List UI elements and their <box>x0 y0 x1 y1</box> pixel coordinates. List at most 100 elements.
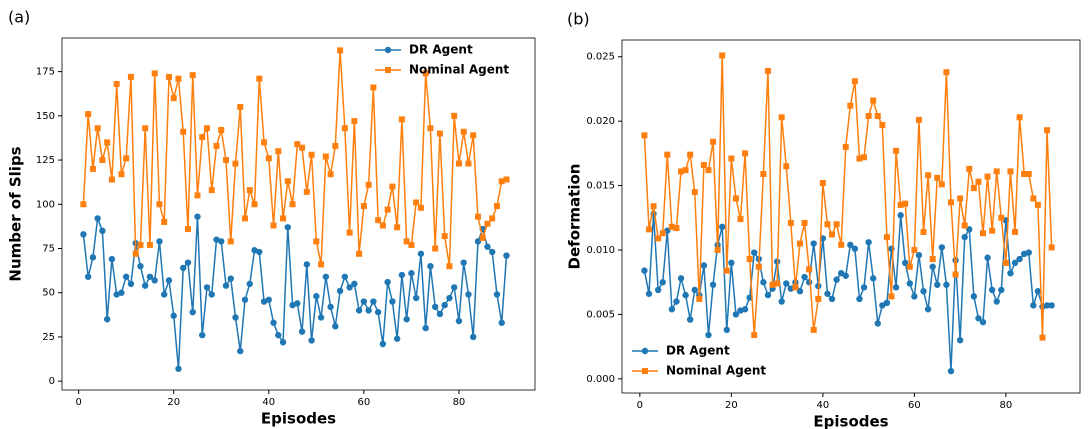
data-point <box>938 181 945 188</box>
data-point <box>151 70 158 77</box>
data-point <box>218 238 225 245</box>
data-point <box>710 138 717 145</box>
plot-frame <box>61 37 536 391</box>
data-point <box>365 181 372 188</box>
data-point <box>691 189 698 196</box>
data-point <box>108 176 115 183</box>
y-axis-title: Number of Slips <box>7 146 25 281</box>
data-point <box>824 290 831 297</box>
data-point <box>778 298 785 305</box>
data-point <box>828 295 836 303</box>
data-point <box>792 284 799 291</box>
data-point <box>650 203 657 210</box>
data-point <box>412 294 420 302</box>
data-point <box>787 219 794 226</box>
data-point <box>751 332 758 339</box>
data-point <box>673 225 680 232</box>
data-point <box>417 250 425 257</box>
data-point <box>336 287 344 295</box>
y-tick-label: 100 <box>36 199 55 210</box>
x-tick-label: 20 <box>725 400 738 411</box>
data-point <box>1030 302 1037 309</box>
data-point <box>356 250 363 257</box>
data-point <box>984 173 991 180</box>
data-point <box>924 306 932 313</box>
data-point <box>284 224 292 231</box>
y-tick-label: 75 <box>42 243 55 254</box>
data-point <box>436 130 443 137</box>
data-point <box>906 263 913 270</box>
data-point <box>246 187 253 194</box>
data-point <box>189 72 196 79</box>
data-point <box>165 73 172 80</box>
data-point <box>360 298 368 305</box>
data-point <box>682 167 689 174</box>
data-point <box>783 280 790 287</box>
data-point <box>838 241 845 248</box>
data-point <box>705 331 712 339</box>
data-point <box>970 185 977 192</box>
data-point <box>275 331 282 339</box>
panel-label: (b) <box>567 10 590 29</box>
data-point <box>313 238 320 245</box>
data-point <box>732 311 740 318</box>
legend-label: Nominal Agent <box>666 364 766 378</box>
data-point <box>484 243 491 250</box>
x-tick-label: 40 <box>262 397 275 408</box>
data-point <box>479 234 486 241</box>
data-point <box>379 222 386 229</box>
legend-label: DR Agent <box>666 344 730 358</box>
data-point <box>351 118 358 125</box>
data-point <box>493 291 501 298</box>
data-point <box>289 201 296 208</box>
legend-marker <box>384 46 392 54</box>
data-point <box>322 153 329 160</box>
data-point <box>298 328 306 335</box>
data-point <box>94 125 101 132</box>
data-point <box>341 125 348 132</box>
data-point <box>170 95 177 102</box>
data-point <box>737 216 744 223</box>
data-point <box>498 319 505 326</box>
data-point <box>151 277 158 284</box>
data-point <box>856 295 863 303</box>
x-axis-title: Episodes <box>813 413 888 429</box>
data-point <box>489 215 496 222</box>
data-point <box>943 281 950 288</box>
data-point <box>1048 244 1055 251</box>
data-point <box>842 272 849 279</box>
data-point <box>892 284 900 291</box>
data-point <box>998 214 1005 221</box>
data-point <box>455 317 463 325</box>
data-point <box>223 157 230 164</box>
data-point <box>270 319 277 326</box>
data-point <box>227 238 234 245</box>
data-point <box>952 271 959 278</box>
data-point <box>856 155 863 162</box>
y-tick-label: 0.015 <box>586 181 615 192</box>
data-point <box>842 143 849 150</box>
data-point <box>829 231 836 238</box>
data-point <box>654 286 662 294</box>
data-point <box>678 168 685 175</box>
data-point <box>851 245 859 252</box>
data-point <box>208 291 215 298</box>
data-point <box>446 294 453 302</box>
data-point <box>455 160 462 167</box>
data-point <box>379 340 387 348</box>
data-point <box>122 273 130 280</box>
data-point <box>137 262 144 270</box>
data-point <box>170 312 177 319</box>
data-point <box>384 278 391 286</box>
data-point <box>801 219 808 226</box>
data-point <box>313 293 320 300</box>
data-point <box>847 241 854 249</box>
legend-marker <box>641 347 649 355</box>
data-point <box>465 160 472 167</box>
data-point <box>934 174 941 181</box>
data-point <box>755 263 762 270</box>
data-point <box>431 303 439 311</box>
data-point <box>778 114 785 121</box>
data-point <box>719 52 726 59</box>
data-point <box>393 335 401 342</box>
